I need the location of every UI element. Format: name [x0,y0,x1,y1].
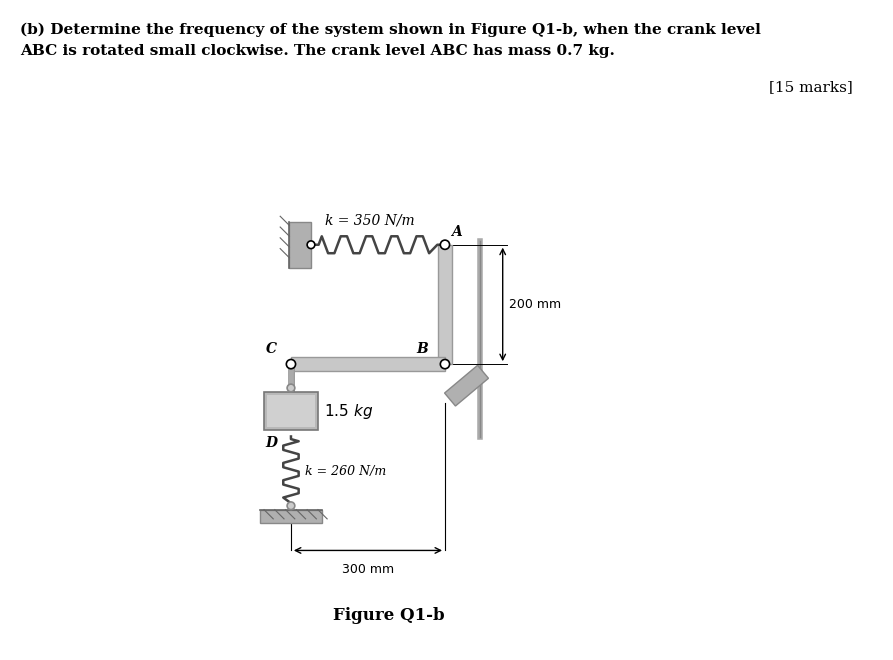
Text: A: A [451,224,462,239]
Text: 300 mm: 300 mm [342,563,394,576]
Text: $M$ =: $M$ = [271,405,296,418]
Bar [264,392,318,430]
Text: Figure Q1-b: Figure Q1-b [332,607,445,624]
Circle shape [440,360,449,369]
Text: [15 marks]: [15 marks] [769,81,853,94]
Text: C: C [266,343,277,356]
Bar [289,222,311,268]
Text: 200 mm: 200 mm [509,298,561,311]
Circle shape [440,240,449,249]
Text: ABC is rotated small clockwise. The crank level ABC has mass 0.7 kg.: ABC is rotated small clockwise. The cran… [20,44,614,58]
Circle shape [288,384,295,392]
Text: $1.5\ kg$: $1.5\ kg$ [324,401,373,420]
Circle shape [287,360,296,369]
Circle shape [307,241,315,249]
Bar [260,510,321,523]
Polygon shape [445,366,488,406]
Bar [291,357,445,371]
Circle shape [288,502,295,510]
Text: D: D [265,436,277,451]
Bar [438,245,452,364]
Text: k = 260 N/m: k = 260 N/m [305,465,386,478]
Text: k = 350 N/m: k = 350 N/m [325,214,415,228]
Bar [267,395,315,427]
Text: B: B [416,343,428,356]
Text: (b) Determine the frequency of the system shown in Figure Q1-b, when the crank l: (b) Determine the frequency of the syste… [20,23,761,38]
